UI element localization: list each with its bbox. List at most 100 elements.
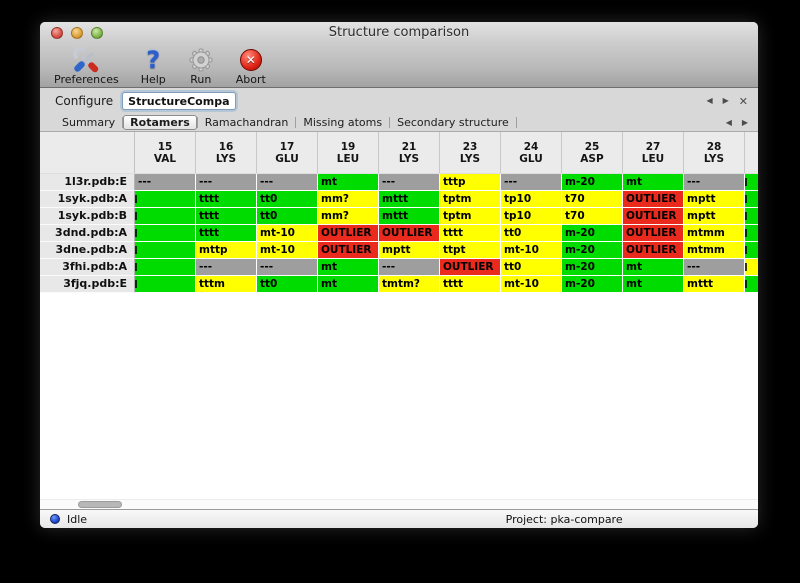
rotamer-cell[interactable]: tttt (440, 276, 501, 293)
rotamer-cell[interactable]: mtmm (684, 242, 745, 259)
rotamer-cell[interactable]: mttt (379, 191, 440, 208)
rotamer-cell[interactable]: mm? (318, 191, 379, 208)
row-label[interactable]: 1syk.pdb:A (40, 191, 135, 208)
rotamer-cell[interactable]: tttm (196, 276, 257, 293)
row-label[interactable]: 3fjq.pdb:E (40, 276, 135, 293)
rotamer-cell[interactable]: mt (623, 259, 684, 276)
rotamer-cell[interactable]: OUTLIER (318, 225, 379, 242)
rotamer-cell[interactable]: mt (318, 174, 379, 191)
abort-button[interactable]: ✕ Abort (236, 46, 266, 85)
next-config-arrow-icon[interactable]: ▶ (722, 96, 729, 105)
rotamer-cell[interactable]: tttt (196, 225, 257, 242)
rotamer-cell[interactable]: OUTLIER (379, 225, 440, 242)
column-header[interactable]: 25 ASP (562, 132, 623, 173)
row-label[interactable]: 3dnd.pdb:A (40, 225, 135, 242)
rotamer-cell[interactable]: mm? (318, 208, 379, 225)
tab-missing-atoms[interactable]: Missing atoms (303, 116, 383, 129)
rotamer-cell[interactable] (135, 208, 196, 225)
rotamer-cell[interactable]: OUTLIER (318, 242, 379, 259)
column-header[interactable]: 23 LYS (440, 132, 501, 173)
rotamer-cell[interactable]: --- (501, 174, 562, 191)
rotamer-cell[interactable]: ttpt (440, 242, 501, 259)
tab-secondary-structure[interactable]: Secondary structure (397, 116, 509, 129)
title-bar[interactable]: Structure comparison (40, 22, 758, 42)
configure-name-input[interactable] (122, 92, 237, 110)
rotamer-cell[interactable]: OUTLIER (623, 208, 684, 225)
rotamer-cell[interactable]: --- (257, 259, 318, 276)
rotamer-cell[interactable]: mt (623, 276, 684, 293)
rotamer-cell[interactable] (135, 259, 196, 276)
rotamer-cell[interactable]: mptt (684, 191, 745, 208)
rotamer-cell[interactable]: tp10 (501, 208, 562, 225)
prev-config-arrow-icon[interactable]: ◀ (706, 96, 713, 105)
column-header[interactable]: 28 LYS (684, 132, 745, 173)
row-label[interactable]: 1syk.pdb:B (40, 208, 135, 225)
rotamer-cell[interactable]: m-20 (562, 259, 623, 276)
rotamer-cell[interactable]: --- (196, 259, 257, 276)
rotamer-cell[interactable]: --- (196, 174, 257, 191)
clipped-rotamer-cell[interactable] (745, 276, 758, 293)
rotamer-cell[interactable]: m-20 (562, 242, 623, 259)
rotamer-cell[interactable]: tt0 (257, 276, 318, 293)
zoom-window-button[interactable] (91, 27, 103, 39)
rotamer-cell[interactable] (135, 242, 196, 259)
prev-tab-arrow-icon[interactable]: ◀ (725, 117, 732, 127)
rotamer-cell[interactable]: tttp (440, 174, 501, 191)
row-label[interactable]: 1l3r.pdb:E (40, 174, 135, 191)
column-header[interactable]: 27 LEU (623, 132, 684, 173)
rotamer-cell[interactable]: --- (684, 174, 745, 191)
rotamer-cell[interactable]: mt (318, 259, 379, 276)
clipped-rotamer-cell[interactable] (745, 242, 758, 259)
rotamer-cell[interactable]: mt-10 (257, 242, 318, 259)
rotamer-cell[interactable]: tt0 (257, 208, 318, 225)
rotamer-cell[interactable]: --- (379, 259, 440, 276)
rotamer-cell[interactable]: mt-10 (257, 225, 318, 242)
help-button[interactable]: ? Help (141, 46, 166, 86)
clipped-rotamer-cell[interactable] (745, 174, 758, 191)
rotamer-cell[interactable]: mttt (684, 276, 745, 293)
rotamer-cell[interactable]: tptm (440, 191, 501, 208)
rotamer-cell[interactable] (135, 276, 196, 293)
rotamer-cell[interactable]: mtmm (684, 225, 745, 242)
rotamer-cell[interactable]: tt0 (501, 259, 562, 276)
minimize-window-button[interactable] (71, 27, 83, 39)
rotamer-cell[interactable]: tt0 (257, 191, 318, 208)
rotamer-cell[interactable]: t70 (562, 208, 623, 225)
rotamer-cell[interactable]: OUTLIER (623, 242, 684, 259)
rotamer-cell[interactable]: OUTLIER (440, 259, 501, 276)
clipped-rotamer-cell[interactable] (745, 191, 758, 208)
column-header[interactable]: 16 LYS (196, 132, 257, 173)
row-label[interactable]: 3dne.pdb:A (40, 242, 135, 259)
tab-summary[interactable]: Summary (62, 116, 116, 129)
rotamer-cell[interactable]: mptt (684, 208, 745, 225)
rotamer-cell[interactable]: mttt (379, 208, 440, 225)
rotamer-cell[interactable]: --- (135, 174, 196, 191)
rotamer-cell[interactable]: tttt (440, 225, 501, 242)
rotamer-cell[interactable]: mt-10 (501, 276, 562, 293)
rotamer-cell[interactable]: OUTLIER (623, 191, 684, 208)
clipped-rotamer-cell[interactable] (745, 225, 758, 242)
rotamer-cell[interactable]: m-20 (562, 174, 623, 191)
rotamer-cell[interactable]: tttt (196, 208, 257, 225)
column-header[interactable]: 17 GLU (257, 132, 318, 173)
rotamer-cell[interactable]: tttt (196, 191, 257, 208)
run-button[interactable]: Run (188, 46, 214, 85)
close-window-button[interactable] (51, 27, 63, 39)
column-header[interactable]: 21 LYS (379, 132, 440, 173)
rotamer-cell[interactable]: t70 (562, 191, 623, 208)
column-header[interactable]: 15 VAL (135, 132, 196, 173)
rotamer-cell[interactable]: tmtm? (379, 276, 440, 293)
rotamer-cell[interactable]: --- (379, 174, 440, 191)
rotamer-cell[interactable]: mptt (379, 242, 440, 259)
rotamer-cell[interactable]: tp10 (501, 191, 562, 208)
rotamer-cell[interactable]: m-20 (562, 276, 623, 293)
rotamer-cell[interactable]: tt0 (501, 225, 562, 242)
rotamer-cell[interactable] (135, 191, 196, 208)
rotamer-cell[interactable] (135, 225, 196, 242)
preferences-button[interactable]: Preferences (54, 46, 119, 85)
rotamer-cell[interactable]: mt-10 (501, 242, 562, 259)
scrollbar-thumb[interactable] (78, 501, 122, 508)
close-config-icon[interactable]: ✕ (738, 94, 748, 108)
column-header[interactable]: 19 LEU (318, 132, 379, 173)
horizontal-scrollbar[interactable] (40, 499, 758, 509)
